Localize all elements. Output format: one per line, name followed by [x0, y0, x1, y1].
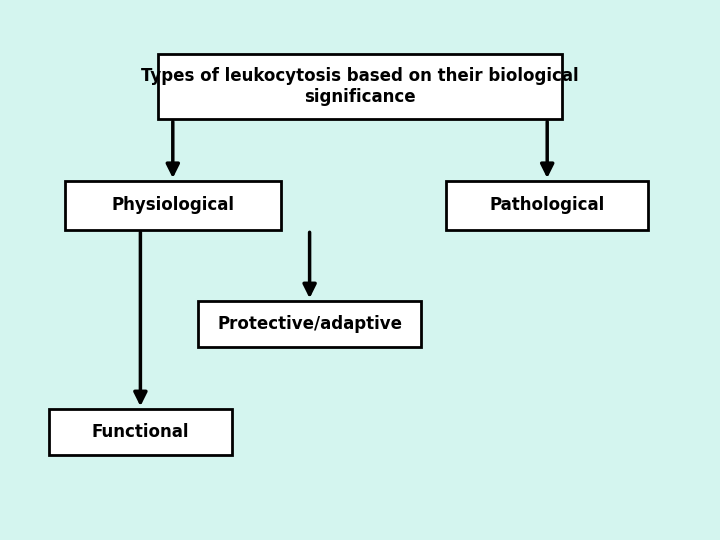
Text: Protective/adaptive: Protective/adaptive	[217, 315, 402, 333]
FancyBboxPatch shape	[65, 181, 281, 230]
Text: Pathological: Pathological	[490, 196, 605, 214]
FancyBboxPatch shape	[49, 409, 232, 455]
Text: Functional: Functional	[91, 423, 189, 441]
Text: Types of leukocytosis based on their biological
significance: Types of leukocytosis based on their bio…	[141, 67, 579, 106]
FancyBboxPatch shape	[446, 181, 648, 230]
FancyBboxPatch shape	[158, 54, 562, 119]
Text: Physiological: Physiological	[112, 196, 234, 214]
FancyBboxPatch shape	[198, 301, 421, 347]
